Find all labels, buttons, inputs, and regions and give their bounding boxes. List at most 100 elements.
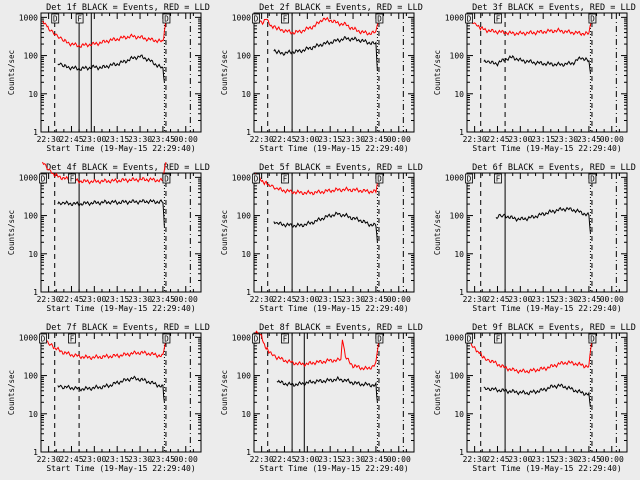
marker-label: F (496, 175, 501, 184)
marker-box (465, 333, 473, 344)
x-tick-label: 23:15 (318, 295, 342, 304)
marker-label: D (377, 175, 382, 184)
x-axis-label: Start Time (19-May-15 22:29:40) (259, 144, 408, 153)
events-series-line (495, 206, 591, 234)
x-tick-label: 23:45 (151, 455, 175, 464)
x-tick-label: 23:00 (82, 135, 106, 144)
y-axis-label: Counts/sec (220, 210, 229, 255)
x-tick-label: 22:30 (250, 455, 274, 464)
marker-box (588, 333, 597, 344)
marker-box (494, 13, 502, 24)
x-tick-label: 23:00 (295, 455, 319, 464)
x-tick-label: 22:45 (59, 135, 83, 144)
plot-frame (466, 172, 628, 293)
x-tick-label: 23:45 (364, 295, 388, 304)
marker-label: F (283, 175, 288, 184)
chart-title: Det 6f BLACK = Events, RED = LLD (472, 163, 636, 173)
y-axis-label: Counts/sec (7, 50, 16, 95)
x-axis-label: Start Time (19-May-15 22:29:40) (46, 464, 195, 473)
x-tick-label: 23:45 (364, 455, 388, 464)
x-tick-label: 22:45 (272, 455, 296, 464)
events-series-line (483, 54, 591, 74)
y-tick-label: 1 (246, 288, 251, 297)
x-tick-label: 00:00 (174, 295, 198, 304)
marker-label: D (590, 15, 595, 24)
y-tick-label: 100 (450, 372, 465, 381)
x-tick-label: 22:30 (37, 295, 61, 304)
marker-box (252, 333, 260, 344)
marker-box (375, 173, 384, 184)
chart-title: Det 3f BLACK = Events, RED = LLD (472, 3, 636, 13)
x-tick-label: 23:30 (341, 455, 365, 464)
chart-title: Det 8f BLACK = Events, RED = LLD (259, 323, 423, 333)
y-tick-label: 1 (246, 128, 251, 137)
y-tick-label: 1 (459, 128, 464, 137)
y-tick-label: 1000 (445, 173, 464, 182)
marker-box (68, 333, 76, 344)
plot-frame (253, 172, 415, 293)
marker-label: D (53, 15, 58, 24)
y-tick-label: 10 (241, 410, 251, 419)
y-tick-label: 1 (33, 448, 38, 457)
marker-label: F (70, 335, 75, 344)
x-tick-label: 22:45 (272, 135, 296, 144)
y-tick-label: 1000 (445, 13, 464, 22)
marker-box (252, 173, 260, 184)
y-tick-label: 1 (459, 288, 464, 297)
lld-series-line (42, 337, 167, 361)
marker-box (39, 333, 47, 344)
marker-box (39, 173, 47, 184)
y-tick-label: 10 (454, 250, 464, 259)
chart-det-4f: Det 4f BLACK = Events, RED = LLD 1 10 100 10… (7, 161, 210, 313)
marker-label: D (164, 15, 169, 24)
y-tick-label: 1 (459, 448, 464, 457)
x-tick-label: 23:30 (128, 135, 152, 144)
chart-title: Det 9f BLACK = Events, RED = LLD (472, 323, 636, 333)
marker-label: F (496, 15, 501, 24)
y-tick-label: 100 (24, 52, 39, 61)
events-series-line (57, 198, 165, 228)
x-tick-label: 23:15 (105, 455, 129, 464)
x-axis-label: Start Time (19-May-15 22:29:40) (46, 304, 195, 313)
marker-box (162, 333, 171, 344)
y-tick-label: 10 (241, 90, 251, 99)
lld-series-line (468, 339, 593, 375)
marker-box (68, 173, 76, 184)
lld-series-line (42, 17, 167, 49)
marker-box (375, 13, 384, 24)
marker-box (162, 13, 171, 24)
y-tick-label: 100 (24, 372, 39, 381)
marker-box (494, 333, 502, 344)
chart-det-5f: Det 5f BLACK = Events, RED = LLD 1 10 100 10… (220, 163, 423, 313)
x-tick-label: 23:15 (531, 295, 555, 304)
plot-frame (253, 12, 415, 133)
y-axis-label: Counts/sec (220, 50, 229, 95)
lld-series-line (255, 172, 380, 196)
marker-label: F (283, 15, 288, 24)
x-tick-label: 23:15 (531, 455, 555, 464)
x-tick-label: 23:00 (508, 455, 532, 464)
x-tick-label: 00:00 (600, 455, 624, 464)
x-tick-label: 23:45 (151, 135, 175, 144)
events-series-line (483, 383, 591, 408)
y-tick-label: 1 (33, 288, 38, 297)
marker-box (281, 333, 289, 344)
plot-frame (466, 332, 628, 453)
plot-frame (253, 332, 415, 453)
x-tick-label: 23:00 (82, 295, 106, 304)
y-axis-label: Counts/sec (433, 370, 442, 415)
chart-det-6f: Det 6f BLACK = Events, RED = LLD 1 10 100 10… (433, 163, 636, 313)
x-tick-label: 22:30 (250, 135, 274, 144)
chart-title: Det 2f BLACK = Events, RED = LLD (259, 3, 423, 13)
marker-label: D (164, 335, 169, 344)
x-tick-label: 23:45 (577, 295, 601, 304)
x-tick-label: 23:30 (554, 295, 578, 304)
chart-det-8f: Det 8f BLACK = Events, RED = LLD 1 10 100 10… (220, 323, 423, 473)
x-tick-label: 23:45 (577, 135, 601, 144)
marker-label: D (254, 15, 259, 24)
lld-series-line (255, 15, 380, 36)
marker-box (162, 173, 171, 184)
y-tick-label: 1 (33, 128, 38, 137)
y-tick-label: 10 (454, 90, 464, 99)
y-axis-label: Counts/sec (433, 50, 442, 95)
